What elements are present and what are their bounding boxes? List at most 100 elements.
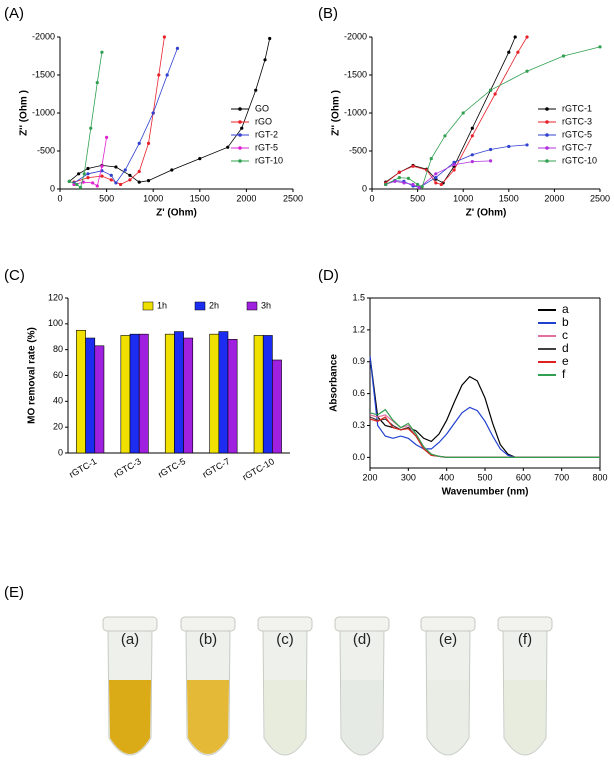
y-axis-label: Z'' (Ohm ) (19, 90, 30, 136)
liquid (504, 680, 546, 754)
liquid (109, 680, 151, 754)
liquid (341, 680, 383, 754)
tube-label: (d) (353, 631, 371, 648)
marker (493, 92, 497, 96)
marker (516, 50, 520, 54)
y-tick-label: 0.6 (352, 388, 365, 398)
marker (100, 50, 104, 54)
panel-label: (A) (4, 5, 24, 22)
x-tick-label: 700 (554, 472, 569, 482)
bar (218, 331, 229, 454)
x-tick-label: 0 (369, 193, 374, 203)
legend-label: GO (255, 103, 269, 113)
tube-label: (e) (439, 631, 457, 648)
legend-label: b (562, 315, 569, 329)
legend-marker (545, 120, 549, 124)
legend-swatch (246, 301, 258, 311)
marker (137, 169, 141, 174)
bar (85, 337, 96, 454)
x-tick-label: 2500 (283, 193, 303, 203)
x-tick-label: 200 (362, 472, 377, 482)
tube-label: (c) (276, 631, 294, 648)
marker (75, 182, 79, 187)
bar (183, 337, 194, 454)
marker (128, 173, 132, 177)
y-tick-label: 40 (53, 396, 63, 406)
legend-label: 2h (209, 300, 219, 310)
marker (452, 168, 456, 172)
legend-label: 3h (261, 300, 271, 310)
tube-label: (a) (121, 631, 139, 648)
legend-label: e (562, 354, 569, 368)
marker (470, 134, 474, 138)
marker (89, 126, 93, 130)
marker (397, 176, 401, 180)
x-tick-label: 1500 (190, 193, 210, 203)
y-axis-label: Z'' (Ohm ) (331, 90, 342, 136)
marker (100, 174, 104, 178)
marker (411, 164, 415, 168)
legend-marker (238, 107, 242, 111)
marker (128, 178, 132, 182)
y-tick-label: 0 (362, 183, 367, 193)
tube-cap (257, 616, 313, 632)
marker (170, 168, 174, 172)
tube-cap (497, 616, 553, 632)
panel-label: (C) (4, 267, 25, 284)
marker (470, 153, 474, 157)
marker (402, 181, 406, 185)
legend-marker (238, 146, 242, 150)
y-tick-label: -2000 (344, 31, 367, 41)
marker (507, 50, 511, 54)
marker (100, 164, 104, 168)
bar (262, 335, 273, 454)
legend-marker (545, 146, 549, 150)
marker (114, 181, 118, 185)
legend-label: rGTC-1 (562, 103, 592, 113)
y-tick-label: -1500 (32, 69, 55, 79)
marker (137, 180, 141, 184)
series-line (369, 408, 600, 458)
legend-label: 1h (157, 300, 167, 310)
marker (165, 73, 169, 77)
y-tick-label: -1000 (344, 107, 367, 117)
legend-label: rGT-2 (255, 129, 278, 139)
x-tick-label: 1000 (143, 193, 163, 203)
legend-marker (238, 120, 242, 124)
x-tick-label: 1500 (499, 193, 519, 203)
x-tick-label: 1000 (453, 193, 473, 203)
x-axis-label: Z' (Ohm) (466, 208, 507, 219)
x-tick-label: 600 (516, 472, 531, 482)
y-tick-label: 60 (53, 370, 63, 380)
y-tick-label: 0 (58, 447, 63, 457)
y-tick-label: 120 (48, 292, 63, 302)
marker (461, 111, 465, 115)
y-tick-label: 100 (48, 318, 63, 328)
legend-label: c (562, 328, 568, 342)
tube-cap (102, 616, 158, 632)
marker (384, 182, 388, 187)
liquid (427, 680, 469, 754)
marker (67, 179, 71, 183)
x-tick-label: 400 (439, 472, 454, 482)
marker (434, 181, 438, 185)
legend-marker (238, 159, 242, 163)
legend-marker (545, 133, 549, 137)
marker (488, 159, 493, 163)
legend-marker (238, 133, 242, 137)
x-tick-label: 500 (99, 193, 114, 203)
marker (268, 36, 272, 41)
marker (82, 172, 86, 176)
marker (417, 185, 422, 190)
legend-marker (545, 159, 549, 163)
marker (452, 160, 456, 164)
legend-label: rGTC-3 (562, 116, 592, 126)
marker (240, 126, 244, 130)
y-tick-label: 1.5 (352, 292, 365, 302)
marker (114, 165, 118, 169)
y-tick-label: 0.0 (352, 452, 365, 462)
y-axis-label: Absorbance (329, 354, 340, 412)
marker (439, 182, 443, 187)
bar (76, 329, 86, 454)
